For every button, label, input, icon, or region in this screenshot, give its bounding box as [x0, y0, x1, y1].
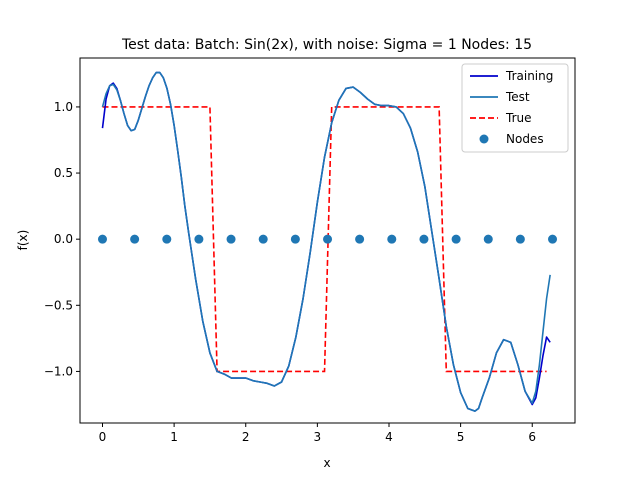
series-layer — [101, 71, 551, 412]
node-point — [194, 234, 204, 244]
y-tick-label: 0.0 — [54, 232, 73, 246]
x-tick-label: 1 — [170, 430, 178, 444]
node-point — [387, 234, 397, 244]
legend-label-test: Test — [505, 90, 530, 104]
node-point — [419, 234, 429, 244]
x-tick-label: 0 — [99, 430, 107, 444]
series-test-line — [101, 71, 551, 412]
legend-label-training: Training — [505, 69, 553, 83]
x-tick-label: 3 — [314, 430, 322, 444]
node-point — [162, 234, 172, 244]
legend: Training Test True Nodes — [461, 63, 569, 153]
legend-label-nodes: Nodes — [506, 132, 544, 146]
y-axis-label: f(x) — [16, 230, 30, 251]
x-tick-label: 2 — [242, 430, 250, 444]
y-tick-label: −1.0 — [44, 364, 73, 378]
node-point — [97, 234, 107, 244]
y-tick-label: −0.5 — [44, 298, 73, 312]
x-axis-label: x — [323, 456, 330, 470]
node-point — [130, 234, 140, 244]
y-tick-label: 1.0 — [54, 100, 73, 114]
plot-area: 0 1 2 3 4 5 6 1.0 0.5 0.0 −0.5 −1.0 — [44, 57, 576, 444]
node-point — [355, 234, 365, 244]
node-point — [483, 234, 493, 244]
node-point — [323, 234, 333, 244]
node-point — [548, 234, 558, 244]
legend-label-true: True — [505, 111, 532, 125]
chart-title: Test data: Batch: Sin(2x), with noise: S… — [121, 37, 532, 53]
node-point — [451, 234, 461, 244]
y-tick-label: 0.5 — [54, 166, 73, 180]
node-point — [515, 234, 525, 244]
x-tick-label: 4 — [385, 430, 393, 444]
series-true-line — [102, 106, 547, 373]
node-point — [226, 234, 236, 244]
node-point — [258, 234, 268, 244]
axes-frame — [79, 57, 576, 424]
x-tick-label: 6 — [528, 430, 536, 444]
node-point — [290, 234, 300, 244]
legend-marker-nodes — [479, 134, 489, 144]
x-tick-label: 5 — [457, 430, 465, 444]
legend-box — [461, 63, 569, 153]
